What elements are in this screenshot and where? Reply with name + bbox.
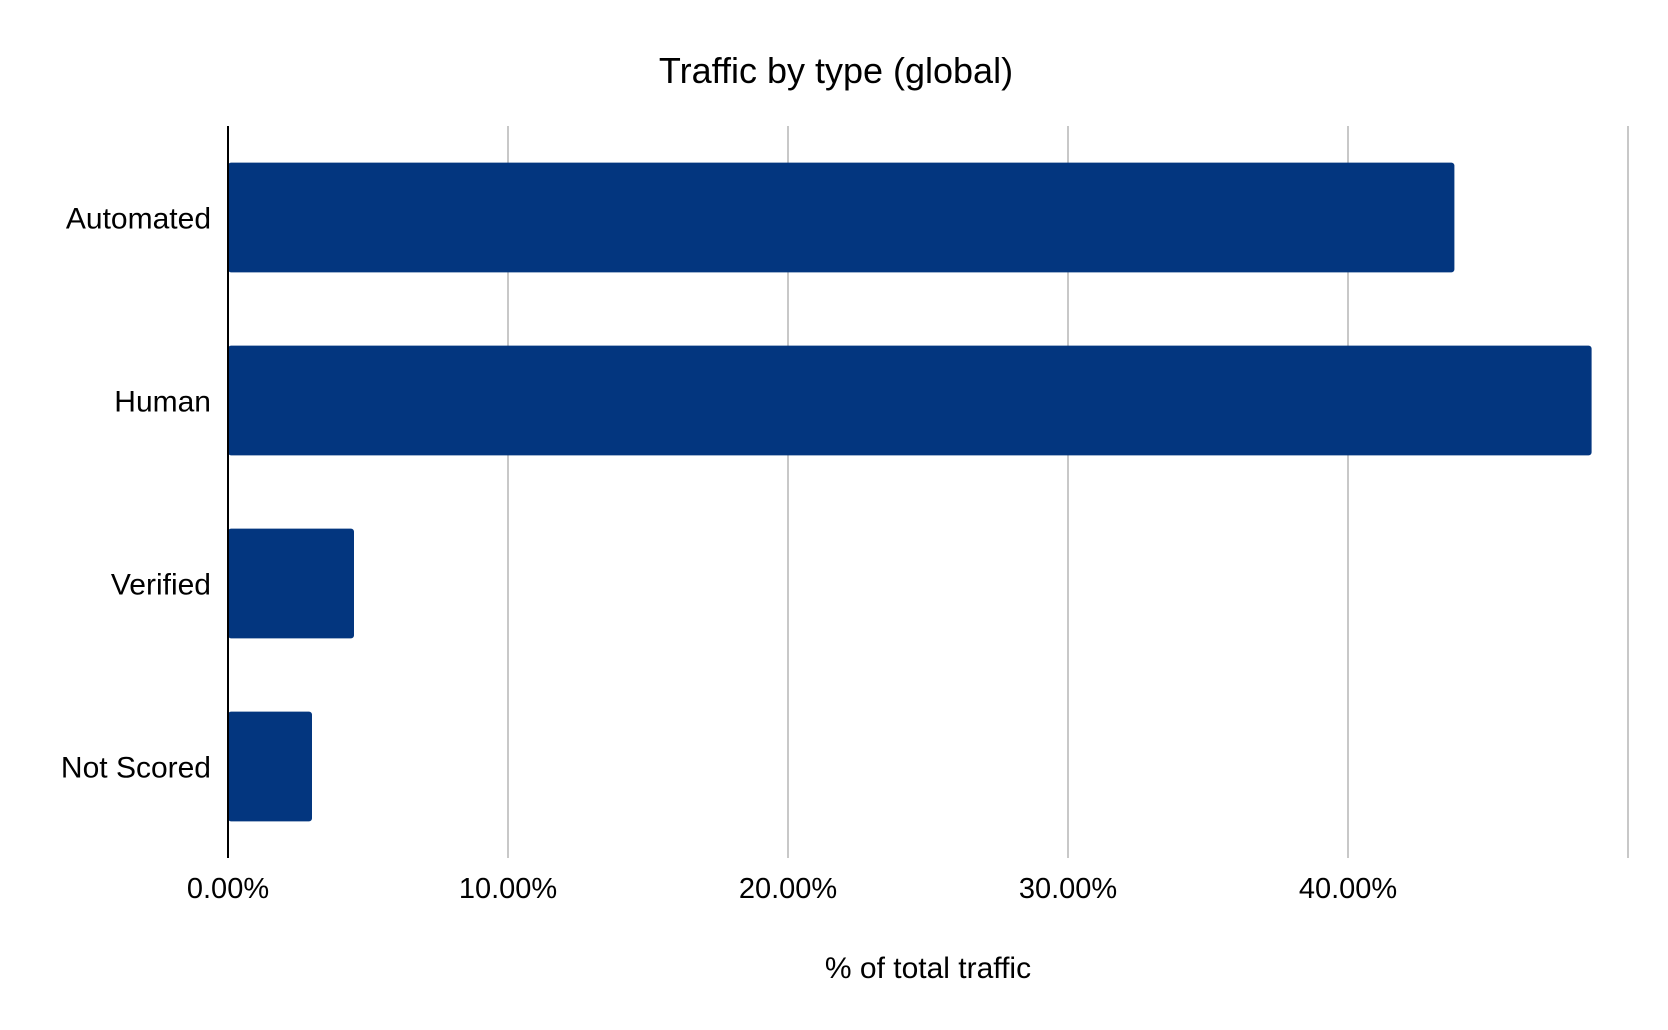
x-tick-labels: 0.00% 10.00% 20.00% 30.00% 40.00% bbox=[187, 873, 1397, 905]
x-tick-label: 20.00% bbox=[739, 873, 837, 905]
chart-title: Traffic by type (global) bbox=[659, 50, 1013, 91]
bar-automated bbox=[228, 162, 1455, 273]
bar-verified bbox=[228, 528, 354, 639]
category-label: Verified bbox=[111, 569, 211, 602]
x-axis-title: % of total traffic bbox=[825, 952, 1031, 985]
bar-human bbox=[228, 345, 1592, 456]
category-label: Human bbox=[114, 386, 211, 419]
x-tick-label: 10.00% bbox=[459, 873, 557, 905]
category-label: Automated bbox=[66, 203, 211, 236]
x-tick-label: 30.00% bbox=[1019, 873, 1117, 905]
x-tick-label: 0.00% bbox=[187, 873, 269, 905]
bar-not-scored bbox=[228, 711, 312, 822]
x-tick-label: 40.00% bbox=[1299, 873, 1397, 905]
category-labels: Automated Human Verified Not Scored bbox=[61, 203, 211, 785]
bars bbox=[228, 162, 1592, 822]
category-label: Not Scored bbox=[61, 752, 211, 785]
